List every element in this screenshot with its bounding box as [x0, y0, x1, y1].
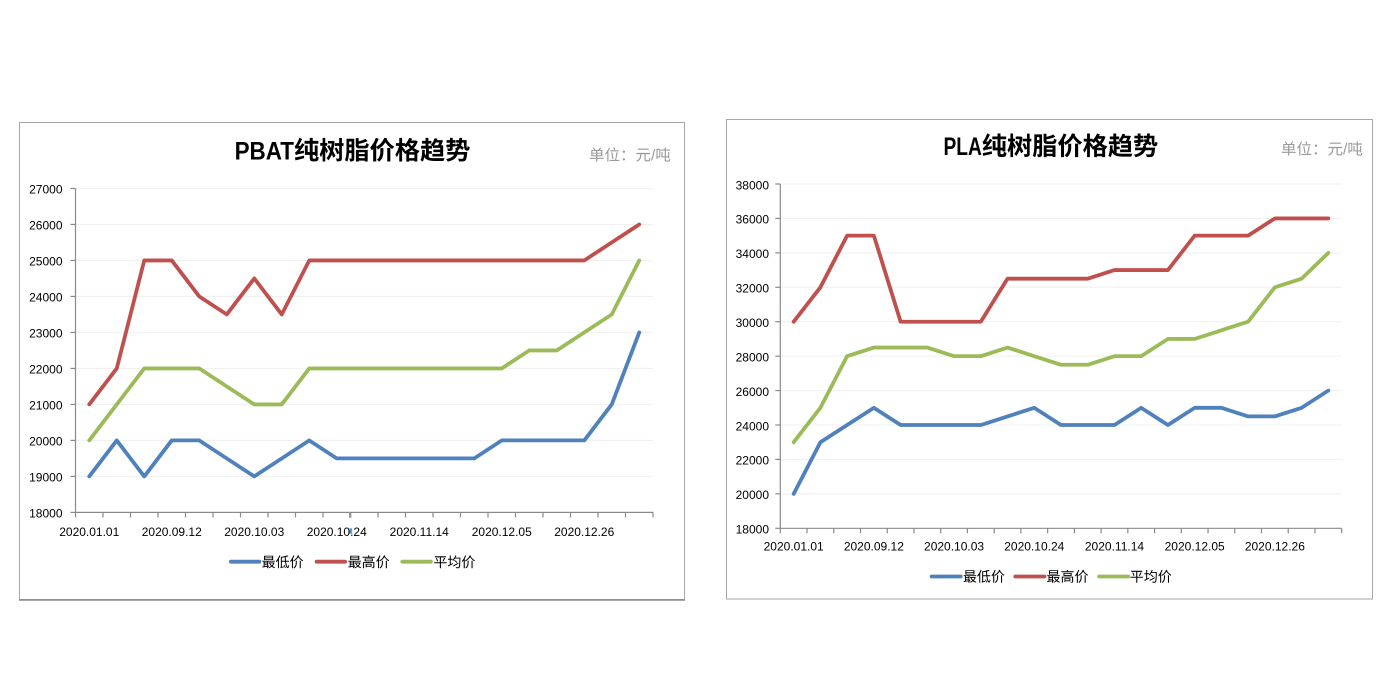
- svg-text:2020.11.14: 2020.11.14: [390, 525, 449, 539]
- svg-text:2020.10.24: 2020.10.24: [1004, 540, 1064, 554]
- svg-text:24000: 24000: [29, 291, 63, 305]
- svg-text:22000: 22000: [736, 454, 770, 468]
- svg-text:25000: 25000: [29, 255, 63, 269]
- svg-text:2020.01.01: 2020.01.01: [764, 540, 824, 554]
- svg-text:2020.10.03: 2020.10.03: [224, 525, 284, 539]
- svg-text:22000: 22000: [29, 363, 63, 377]
- svg-text:20000: 20000: [736, 488, 770, 502]
- svg-text:18000: 18000: [29, 507, 63, 521]
- svg-text:/: /: [651, 147, 656, 164]
- svg-text:2020.01.01: 2020.01.01: [59, 525, 119, 539]
- svg-text:30000: 30000: [736, 316, 770, 330]
- svg-text:2020.12.05: 2020.12.05: [1165, 540, 1225, 554]
- svg-text:38000: 38000: [736, 178, 770, 192]
- svg-text:24000: 24000: [736, 419, 770, 433]
- svg-text:18000: 18000: [736, 523, 770, 537]
- svg-text:2020.09.12: 2020.09.12: [142, 525, 202, 539]
- svg-text:19000: 19000: [29, 471, 63, 485]
- svg-text:23000: 23000: [29, 327, 63, 341]
- svg-text:32000: 32000: [736, 282, 770, 296]
- svg-text:2020.10.24: 2020.10.24: [307, 525, 367, 539]
- svg-text:21000: 21000: [29, 399, 63, 413]
- svg-text:28000: 28000: [736, 350, 770, 364]
- svg-text:PLA: PLA: [944, 133, 982, 161]
- svg-text:PBAT: PBAT: [235, 137, 294, 165]
- svg-text:26000: 26000: [736, 385, 770, 399]
- svg-text:/: /: [1343, 141, 1348, 158]
- svg-text:34000: 34000: [736, 247, 770, 261]
- svg-text:2020.12.05: 2020.12.05: [472, 525, 532, 539]
- svg-text:20000: 20000: [29, 435, 63, 449]
- svg-text:2020.11.14: 2020.11.14: [1085, 540, 1144, 554]
- svg-text:26000: 26000: [29, 219, 63, 233]
- svg-text:36000: 36000: [736, 213, 770, 227]
- svg-text:2020.12.26: 2020.12.26: [554, 525, 614, 539]
- svg-text:2020.12.26: 2020.12.26: [1245, 540, 1305, 554]
- svg-text:2020.10.03: 2020.10.03: [924, 540, 984, 554]
- svg-text:2020.09.12: 2020.09.12: [844, 540, 904, 554]
- svg-text:27000: 27000: [29, 183, 63, 197]
